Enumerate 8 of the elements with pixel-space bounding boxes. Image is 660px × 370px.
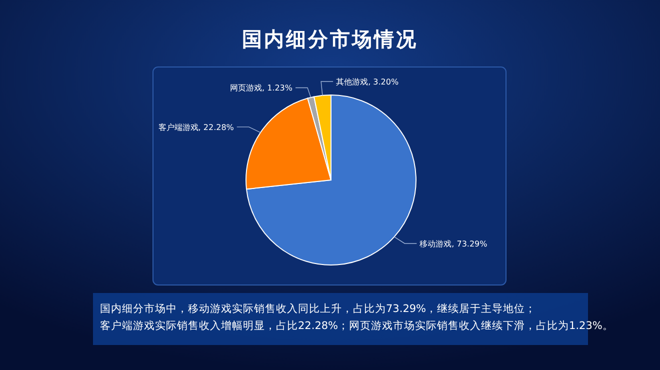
chart-title: 国内细分市场情况: [242, 27, 418, 51]
slice-label: 其他游戏, 3.20%: [336, 77, 399, 86]
slice-label: 移动游戏, 73.29%: [420, 239, 488, 248]
pie-slice: [246, 94, 416, 266]
slice-label: 客户端游戏, 22.28%: [158, 122, 234, 132]
text: 客户端游戏实际销售收入增幅明显，占比22.28%；网页游戏市场实际销售收入继续下滑，占比为1.23%。: [100, 319, 614, 332]
slice-label: 网页游戏, 1.23%: [230, 84, 293, 93]
text: 国内细分市场中，移动游戏实际销售收入同比上升，占比为73.29%，继续居于主导地位；: [100, 302, 536, 315]
